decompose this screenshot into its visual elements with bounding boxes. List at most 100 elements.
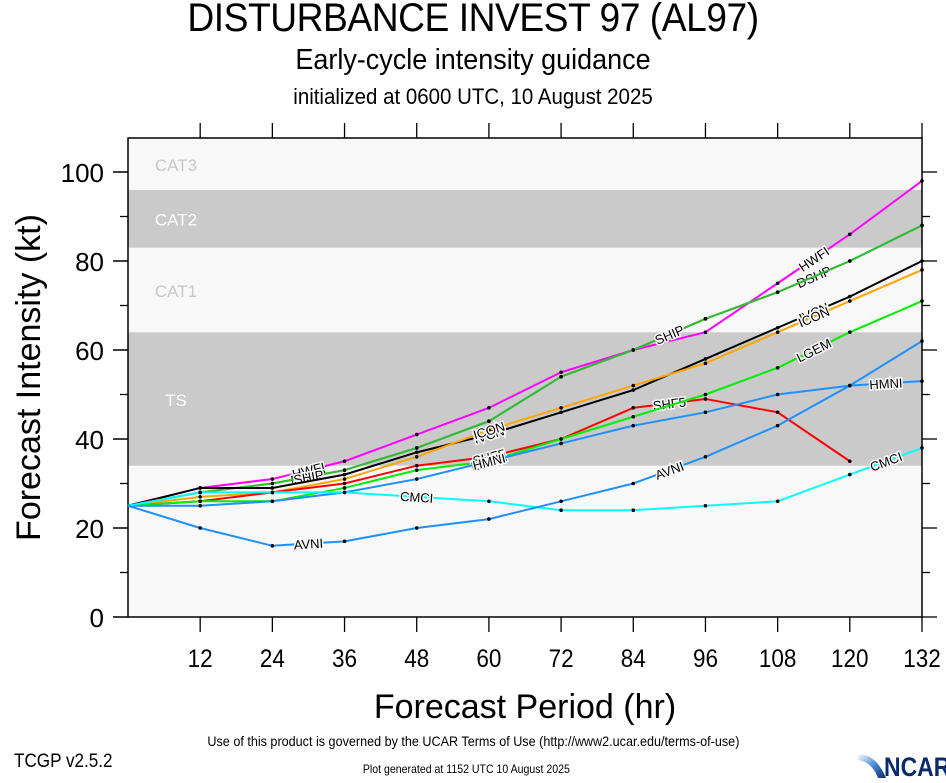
data-point-ivcn: [414, 450, 419, 455]
generated-time: Plot generated at 1152 UTC 10 August 202…: [362, 762, 570, 776]
data-point-avni: [342, 539, 347, 544]
data-point-hmni: [920, 379, 924, 383]
x-tick-label: 60: [476, 645, 501, 673]
data-point-lgem: [703, 392, 708, 397]
data-point-avni: [559, 499, 563, 504]
data-point-shf5: [775, 410, 780, 415]
data-point-hwfi: [414, 432, 419, 437]
data-point-icon: [848, 299, 852, 303]
data-point-shf5: [342, 481, 347, 486]
data-point-ship: [775, 290, 780, 294]
x-tick-label: 120: [831, 645, 869, 673]
data-point-hmni: [487, 459, 491, 464]
plot-frame: [127, 137, 923, 618]
data-point-ship: [848, 259, 852, 263]
data-point-icon: [198, 495, 202, 499]
data-point-avni: [631, 481, 636, 486]
data-point-icon: [703, 361, 708, 366]
data-point-ivcn: [270, 486, 275, 490]
data-point-icon: [414, 455, 419, 459]
data-point-cmci: [414, 495, 419, 499]
data-point-lgem: [414, 468, 419, 472]
data-point-cmci: [559, 508, 563, 512]
data-point-hwfi: [270, 477, 275, 481]
data-point-ivcn: [559, 410, 563, 415]
data-point-ivcn: [848, 294, 852, 299]
x-tick-label: 108: [759, 645, 797, 673]
data-point-hmni: [414, 477, 419, 481]
y-tick-label: 80: [75, 247, 104, 277]
y-tick-label: 40: [75, 425, 104, 455]
data-point-ivcn: [342, 472, 347, 477]
data-point-cmci: [703, 503, 708, 508]
data-point-ship: [487, 419, 491, 424]
series-line-cmci: [127, 446, 923, 512]
data-point-cmci: [342, 490, 347, 495]
data-point-avni: [487, 517, 491, 521]
data-point-cmci: [631, 508, 636, 512]
data-point-lgem: [848, 330, 852, 335]
series-label-cmci: CMCI: [400, 489, 434, 506]
data-point-shf5: [703, 397, 708, 401]
data-point-hmni: [631, 423, 636, 428]
y-tick-label: 0: [90, 603, 104, 633]
series-label-avni: AVNI: [293, 536, 323, 553]
x-axis-label: Forecast Period (hr): [374, 688, 676, 726]
data-point-ivcn: [920, 259, 924, 263]
data-point-hwfi: [487, 406, 491, 410]
data-point-ship: [920, 223, 924, 228]
data-point-lgem: [198, 499, 202, 504]
data-point-lgem: [920, 299, 924, 303]
x-tick-label: 24: [260, 645, 285, 673]
data-point-icon: [342, 477, 347, 481]
data-point-icon: [775, 330, 780, 335]
data-point-shf5: [631, 406, 636, 410]
data-point-shf5: [848, 459, 852, 464]
data-point-avni: [270, 544, 275, 548]
data-point-ivcn: [703, 357, 708, 361]
ncar-logo-text: NCAR: [884, 752, 946, 782]
ncar-logo: NCAR: [858, 750, 946, 782]
series-line-ivcn: [127, 260, 923, 507]
series-line-hwfi: [127, 180, 923, 507]
data-point-hmni: [703, 410, 708, 415]
band-cat3: [128, 138, 922, 190]
data-point-icon: [631, 383, 636, 388]
data-point-icon: [487, 428, 491, 432]
x-tick-label: 48: [404, 645, 429, 673]
data-point-cmci: [920, 446, 924, 450]
data-point-lgem: [342, 486, 347, 490]
data-point-avni: [703, 455, 708, 459]
y-tick-label: 60: [75, 336, 104, 366]
data-point-cmci: [775, 499, 780, 504]
data-point-hwfi: [775, 281, 780, 286]
data-point-lgem: [559, 437, 563, 441]
band-label-cat1: CAT1: [155, 282, 197, 301]
x-tick-label: 72: [549, 645, 574, 673]
data-point-ivcn: [198, 486, 202, 490]
y-tick-label: 100: [61, 158, 104, 188]
band-cat2: [128, 189, 922, 248]
data-point-ship: [559, 374, 563, 379]
data-point-cmci: [198, 490, 202, 495]
chart-subtitle: Early-cycle intensity guidance: [295, 44, 651, 76]
data-point-hwfi: [559, 370, 563, 375]
band-cat1: [128, 247, 922, 333]
data-point-avni: [414, 526, 419, 530]
ncar-swoosh-icon: [858, 754, 886, 778]
series-line-hmni: [128, 380, 923, 507]
x-tick-label: 132: [903, 645, 941, 673]
data-point-hwfi: [703, 330, 708, 335]
data-point-ship: [703, 317, 708, 321]
data-point-lgem: [631, 414, 636, 419]
data-point-hmni: [198, 503, 202, 508]
data-point-hmni: [559, 441, 563, 446]
band-label-cat2: CAT2: [155, 211, 197, 230]
data-point-hmni: [270, 499, 275, 504]
x-tick-label: 36: [332, 645, 357, 673]
data-point-hwfi: [342, 459, 347, 464]
data-point-cmci: [848, 472, 852, 477]
x-tick-label: 12: [188, 645, 213, 673]
band-label-cat3: CAT3: [155, 156, 197, 175]
